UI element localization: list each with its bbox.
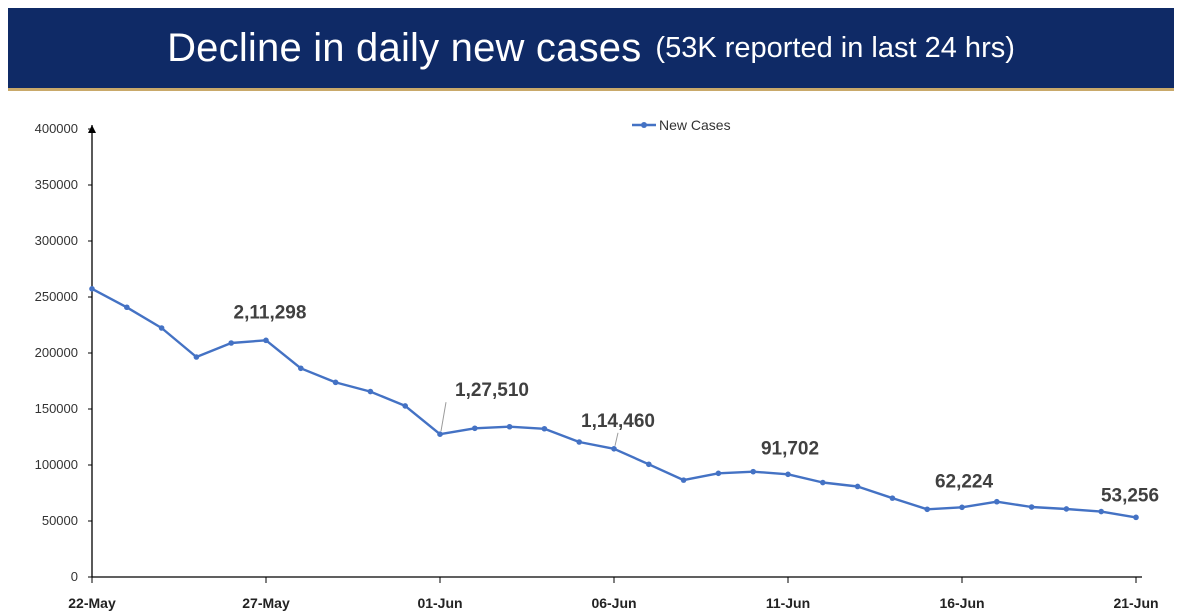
- y-axis-ticks: 0 50000 100000 150000 200000 250000 300000 3500…: [35, 121, 92, 584]
- page-subtitle: (53K reported in last 24 hrs): [655, 31, 1015, 64]
- data-point: [298, 365, 304, 372]
- x-tick-label: 06-Jun: [591, 595, 636, 611]
- data-label-leader: [440, 402, 447, 432]
- data-point: [506, 423, 513, 430]
- data-point: [124, 304, 130, 311]
- legend-label: New Cases: [659, 117, 731, 133]
- data-point: [715, 470, 722, 477]
- data-point: [541, 425, 548, 432]
- x-axis-ticks: 22-May 27-May 01-Jun 06-Jun 11-Jun 16-Jun 21-J…: [68, 577, 1159, 611]
- data-labels: 2,11,298 1,27,510 1,14,460 91,702 62,224 53,2…: [234, 302, 1160, 506]
- data-point: [1063, 506, 1070, 512]
- data-point: [228, 340, 234, 346]
- data-label-leader: [614, 432, 619, 446]
- data-label: 53,256: [1101, 485, 1159, 506]
- data-point: [193, 354, 200, 360]
- x-tick-label: 22-May: [68, 595, 116, 611]
- x-tick-label: 01-Jun: [417, 595, 462, 611]
- y-tick-label: 300000: [35, 233, 78, 248]
- x-tick-label: 11-Jun: [766, 595, 810, 611]
- y-tick-label: 200000: [35, 345, 78, 360]
- y-tick-label: 250000: [35, 289, 78, 304]
- y-tick-label: 400000: [35, 121, 78, 136]
- data-point: [332, 379, 339, 386]
- title-underline: [8, 88, 1174, 91]
- data-label: 62,224: [935, 471, 994, 492]
- x-tick-label: 21-Jun: [1113, 595, 1158, 611]
- data-point: [820, 479, 826, 486]
- title-bar: Decline in daily new cases (53K reported…: [8, 8, 1174, 88]
- y-tick-label: 0: [71, 569, 78, 584]
- y-tick-label: 150000: [35, 401, 78, 416]
- data-point: [889, 495, 896, 501]
- x-tick-label: 27-May: [242, 595, 290, 611]
- data-label: 1,14,460: [581, 411, 655, 432]
- data-point: [472, 425, 478, 432]
- y-tick-label: 100000: [35, 457, 78, 472]
- data-point: [959, 504, 965, 511]
- data-point: [750, 468, 756, 475]
- data-point: [611, 446, 617, 452]
- data-point: [1098, 508, 1104, 515]
- data-point: [89, 286, 95, 292]
- data-label: 1,27,510: [455, 380, 529, 401]
- data-point: [680, 477, 687, 483]
- series-new-cases: [89, 286, 1139, 521]
- data-point: [437, 431, 443, 437]
- data-point: [1028, 504, 1035, 510]
- data-point: [785, 471, 791, 478]
- data-point: [994, 498, 1000, 505]
- data-point: [854, 483, 861, 490]
- chart-axes: [88, 125, 1142, 578]
- legend: New Cases: [632, 117, 731, 133]
- data-point: [402, 403, 409, 409]
- data-point: [367, 388, 374, 395]
- data-point: [1133, 514, 1139, 521]
- data-label: 2,11,298: [234, 302, 307, 323]
- page-title: Decline in daily new cases: [167, 25, 642, 70]
- data-label: 91,702: [761, 438, 819, 459]
- data-point: [158, 325, 165, 331]
- y-tick-label: 50000: [42, 513, 78, 528]
- y-tick-label: 350000: [35, 177, 78, 192]
- data-point: [263, 337, 269, 344]
- legend-dot-marker: [641, 122, 647, 128]
- data-point: [924, 506, 930, 513]
- data-point: [576, 439, 582, 445]
- data-point: [646, 461, 652, 468]
- x-tick-label: 16-Jun: [939, 595, 984, 611]
